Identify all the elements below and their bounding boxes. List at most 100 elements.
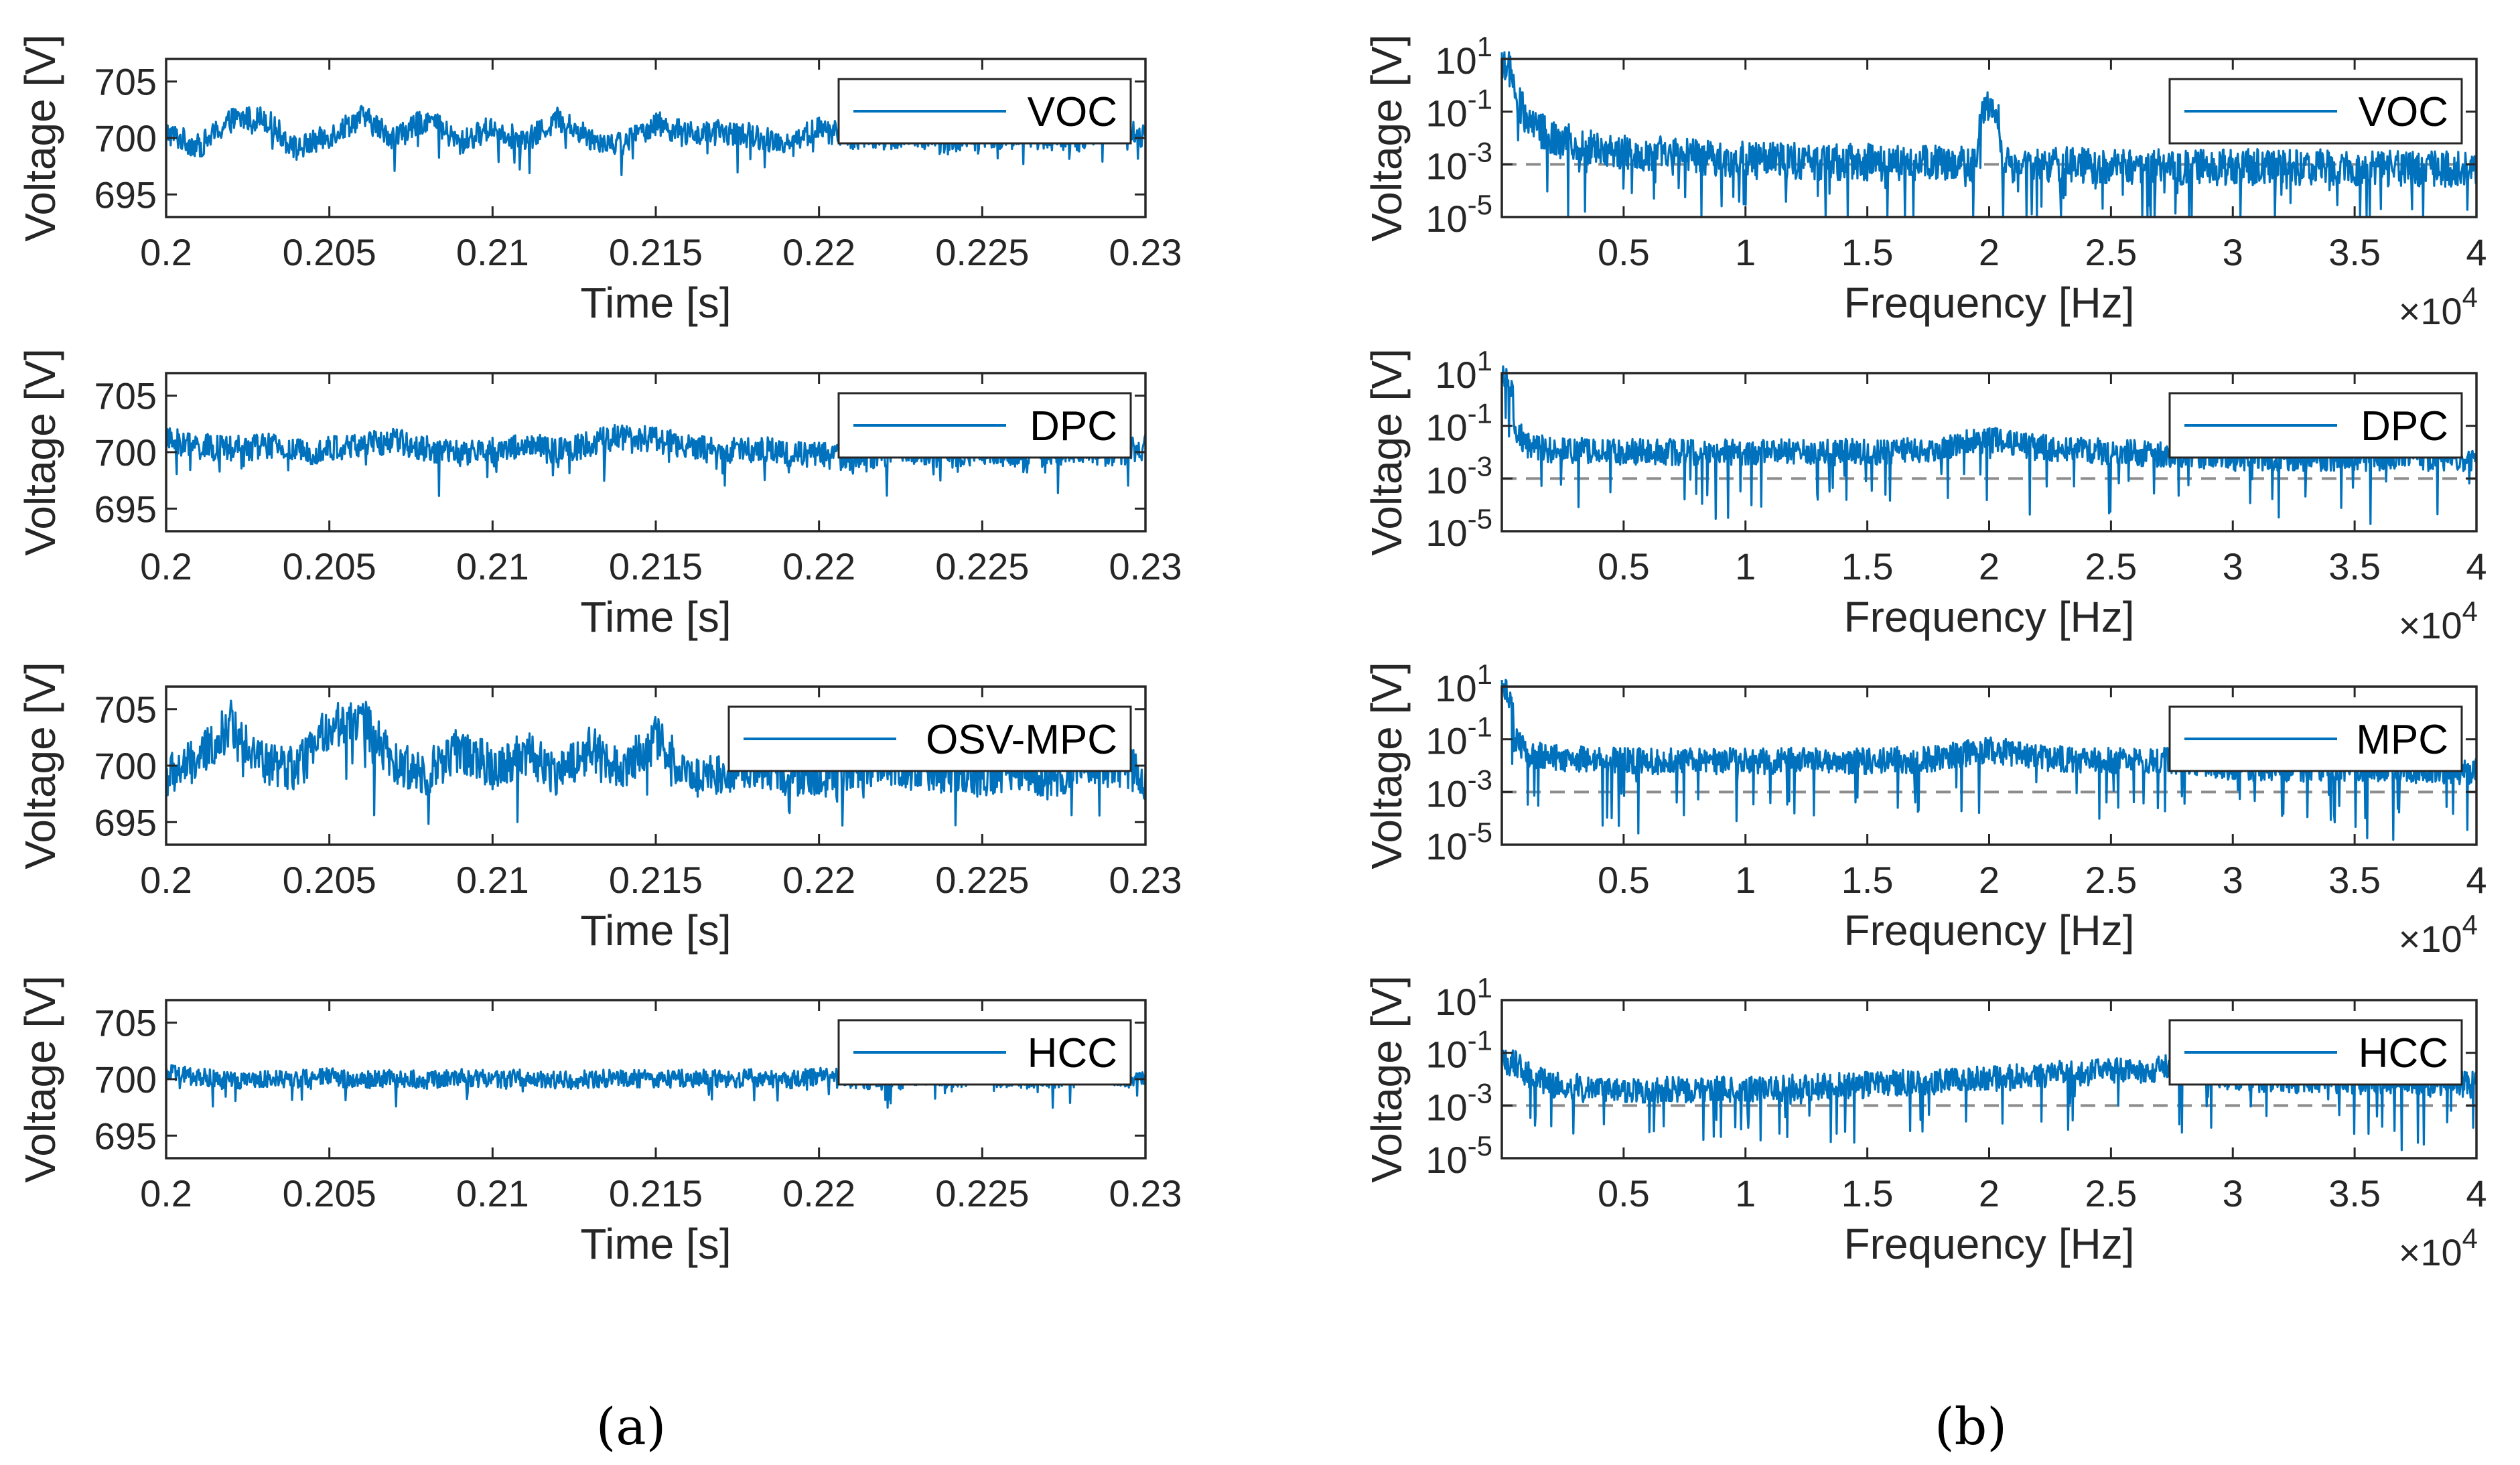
x-tick-label: 2 bbox=[1979, 1172, 2000, 1214]
y-axis-label: Voltage [V] bbox=[1362, 348, 1411, 556]
y-tick-label: 700 bbox=[94, 431, 157, 474]
x-tick-label: 0.23 bbox=[1109, 859, 1182, 901]
x-tick-label: 0.205 bbox=[283, 1172, 376, 1214]
x-tick-label: 2.5 bbox=[2085, 231, 2137, 273]
legend-label: OSV-MPC bbox=[926, 717, 1117, 763]
y-tick-label: 705 bbox=[94, 1002, 157, 1044]
x-tick-label: 2 bbox=[1979, 859, 2000, 901]
y-axis-label: Voltage [V] bbox=[1362, 662, 1411, 869]
legend-label: DPC bbox=[2361, 403, 2448, 449]
legend-label: MPC bbox=[2356, 717, 2448, 763]
subplot-a-voc: 0.2 0.205 0.21 0.215 0.22 0.225 0.23 695 700 705 T… bbox=[16, 34, 1182, 327]
y-axis-label: Voltage [V] bbox=[16, 348, 64, 556]
x-axis-label: Time [s] bbox=[580, 593, 731, 641]
y-tick-label: 10-1 bbox=[1425, 398, 1492, 449]
x-axis-label: Frequency [Hz] bbox=[1844, 279, 2135, 327]
x-tick-label: 3 bbox=[2223, 859, 2243, 901]
legend-label: HCC bbox=[2359, 1030, 2448, 1076]
x-tick-label: 0.225 bbox=[935, 859, 1029, 901]
x-tick-label: 3.5 bbox=[2328, 1172, 2381, 1214]
x-tick-label: 0.2 bbox=[140, 1172, 192, 1214]
y-axis-label: Voltage [V] bbox=[16, 662, 64, 869]
x-tick-label: 0.21 bbox=[456, 859, 529, 901]
y-tick-label: 10-5 bbox=[1425, 189, 1492, 240]
x-tick-label: 0.22 bbox=[782, 231, 855, 273]
x-tick-label: 0.225 bbox=[935, 545, 1029, 587]
legend: DPC bbox=[2168, 392, 2463, 459]
x-tick-label: 3 bbox=[2223, 1172, 2243, 1214]
y-tick-label: 695 bbox=[94, 1115, 157, 1157]
y-tick-label: 10-1 bbox=[1425, 84, 1492, 135]
x-tick-label: 1.5 bbox=[1841, 859, 1894, 901]
y-tick-label: 695 bbox=[94, 488, 157, 530]
y-tick-label: 101 bbox=[1435, 31, 1492, 82]
subplot-a-hcc: 0.2 0.205 0.21 0.215 0.22 0.225 0.23 695 700 705 T… bbox=[16, 975, 1182, 1268]
x-tick-label: 3 bbox=[2223, 231, 2243, 273]
legend: MPC bbox=[2168, 705, 2463, 772]
x-tick-label: 0.21 bbox=[456, 231, 529, 273]
subplot-a-osv-mpc: 0.2 0.205 0.21 0.215 0.22 0.225 0.23 695 700 705 T… bbox=[16, 662, 1182, 955]
series-line-voc bbox=[1500, 51, 2478, 218]
x-tick-label: 0.21 bbox=[456, 1172, 529, 1214]
x-tick-label: 0.225 bbox=[935, 1172, 1029, 1214]
y-axis-label: Voltage [V] bbox=[1362, 34, 1411, 242]
legend-label: VOC bbox=[2359, 89, 2448, 135]
x-axis-label: Time [s] bbox=[580, 1220, 731, 1268]
y-tick-label: 705 bbox=[94, 61, 157, 103]
legend: HCC bbox=[837, 1019, 1132, 1086]
x-tick-label: 0.215 bbox=[609, 859, 703, 901]
panel-label-b: (b) bbox=[1935, 1397, 2007, 1456]
x-axis-multiplier: ×104 bbox=[2399, 1223, 2478, 1273]
y-tick-label: 695 bbox=[94, 801, 157, 843]
x-tick-label: 1 bbox=[1735, 859, 1756, 901]
y-tick-label: 10-5 bbox=[1425, 503, 1492, 554]
x-tick-label: 4 bbox=[2466, 859, 2487, 901]
x-tick-label: 0.215 bbox=[609, 231, 703, 273]
x-axis-label: Time [s] bbox=[580, 906, 731, 955]
x-tick-label: 1 bbox=[1735, 231, 1756, 273]
x-tick-label: 0.22 bbox=[782, 859, 855, 901]
y-tick-label: 700 bbox=[94, 117, 157, 159]
x-tick-label: 0.215 bbox=[609, 1172, 703, 1214]
series-line-dpc bbox=[1500, 365, 2478, 525]
x-tick-label: 2.5 bbox=[2085, 859, 2137, 901]
x-tick-label: 4 bbox=[2466, 1172, 2487, 1214]
x-tick-label: 0.23 bbox=[1109, 545, 1182, 587]
x-axis-label: Frequency [Hz] bbox=[1844, 906, 2135, 955]
y-tick-label: 705 bbox=[94, 375, 157, 417]
y-axis-label: Voltage [V] bbox=[16, 34, 64, 242]
x-tick-label: 0.205 bbox=[283, 859, 376, 901]
x-tick-label: 3 bbox=[2223, 545, 2243, 587]
y-tick-label: 700 bbox=[94, 745, 157, 787]
x-tick-label: 1.5 bbox=[1841, 1172, 1894, 1214]
y-tick-label: 101 bbox=[1435, 345, 1492, 396]
x-axis-multiplier: ×104 bbox=[2399, 596, 2478, 646]
y-tick-label: 101 bbox=[1435, 972, 1492, 1023]
legend: OSV-MPC bbox=[727, 705, 1132, 772]
x-tick-label: 2.5 bbox=[2085, 1172, 2137, 1214]
y-tick-label: 10-3 bbox=[1425, 764, 1492, 815]
x-tick-label: 1.5 bbox=[1841, 545, 1894, 587]
x-axis-label: Frequency [Hz] bbox=[1844, 1220, 2135, 1268]
legend-label: VOC bbox=[1028, 89, 1117, 135]
y-tick-label: 10-3 bbox=[1425, 136, 1492, 187]
y-tick-label: 10-1 bbox=[1425, 1025, 1492, 1076]
y-tick-label: 10-1 bbox=[1425, 711, 1492, 762]
x-tick-label: 2.5 bbox=[2085, 545, 2137, 587]
x-tick-label: 2 bbox=[1979, 545, 2000, 587]
x-tick-label: 0.205 bbox=[283, 545, 376, 587]
x-tick-label: 0.5 bbox=[1598, 859, 1650, 901]
legend-label: DPC bbox=[1030, 403, 1117, 449]
x-axis-label: Frequency [Hz] bbox=[1844, 593, 2135, 641]
y-tick-label: 10-5 bbox=[1425, 1130, 1492, 1181]
x-tick-label: 0.5 bbox=[1598, 231, 1650, 273]
x-axis-multiplier: ×104 bbox=[2399, 909, 2478, 960]
x-tick-label: 3.5 bbox=[2328, 231, 2381, 273]
x-tick-label: 0.2 bbox=[140, 859, 192, 901]
x-tick-label: 0.225 bbox=[935, 231, 1029, 273]
x-tick-label: 0.22 bbox=[782, 545, 855, 587]
